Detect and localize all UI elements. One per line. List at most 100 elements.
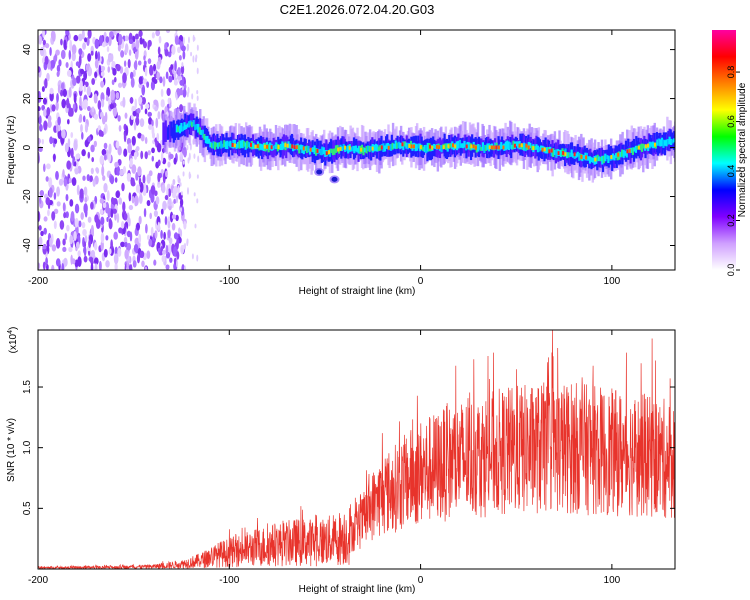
noise-cell	[164, 42, 168, 50]
noise-cell	[149, 212, 152, 220]
ridge-core	[203, 133, 206, 140]
ridge-core	[601, 155, 604, 165]
noise-cell	[161, 254, 166, 263]
noise-cell	[100, 232, 105, 244]
noise-cell	[171, 45, 176, 55]
ridge-core	[587, 156, 590, 161]
ridge-peak	[653, 142, 656, 147]
noise-cell	[58, 59, 62, 67]
noise-cell	[181, 247, 184, 253]
ridge-core	[209, 141, 212, 148]
ridge-core	[622, 149, 625, 158]
noise-cell	[64, 142, 69, 153]
noise-cell	[81, 132, 84, 140]
x-tick-label: 100	[604, 575, 621, 586]
noise-cell	[145, 223, 148, 234]
noise-cell	[123, 60, 127, 67]
noise-cell	[191, 253, 194, 260]
noise-cell	[176, 259, 179, 268]
noise-cell	[45, 176, 49, 182]
ridge-core	[302, 147, 305, 155]
ridge-band	[449, 140, 452, 157]
ridge-core	[640, 143, 644, 152]
noise-cell	[90, 201, 94, 210]
ridge-peak	[316, 149, 319, 153]
noise-cell	[186, 43, 189, 52]
noise-cell	[43, 227, 47, 235]
noise-cell	[187, 36, 190, 44]
noise-cell	[81, 101, 85, 110]
noise-cell	[78, 48, 83, 56]
noise-cell	[179, 182, 182, 187]
ridge-core	[651, 141, 654, 149]
noise-cell	[70, 132, 74, 139]
noise-cell	[171, 222, 176, 231]
noise-cell	[106, 190, 110, 202]
ridge-core	[621, 149, 624, 157]
noise-cell	[66, 224, 70, 232]
noise-cell	[40, 230, 44, 237]
ridge-core	[536, 145, 540, 153]
ridge-core	[215, 142, 218, 147]
spectrogram-x-ticks: -200 -100 0 100	[28, 30, 621, 287]
ridge-core	[347, 145, 350, 154]
ridge-core	[363, 147, 367, 153]
ridge-core	[619, 151, 622, 158]
noise-cell	[50, 59, 56, 69]
noise-cell	[73, 139, 78, 151]
ridge-band	[227, 137, 230, 157]
ridge-core	[389, 144, 393, 151]
noise-cell	[150, 185, 156, 195]
ridge-core	[374, 143, 377, 152]
noise-cell	[68, 246, 73, 253]
ridge-peak	[309, 147, 312, 152]
noise-cell	[138, 177, 142, 186]
noise-cell	[81, 149, 86, 157]
noise-cell	[118, 124, 122, 132]
ridge-core	[414, 143, 417, 152]
noise-cell	[53, 153, 56, 163]
noise-cell	[167, 161, 171, 168]
noise-cell	[189, 173, 192, 179]
noise-cell	[38, 224, 42, 231]
noise-cell	[156, 142, 162, 153]
ridge-core	[298, 145, 301, 154]
noise-cell	[60, 82, 65, 91]
noise-cell	[75, 61, 80, 67]
noise-cell	[38, 211, 41, 222]
ridge-core	[311, 147, 315, 153]
noise-cell	[127, 58, 131, 69]
ridge-core	[458, 139, 462, 148]
noise-cell	[117, 115, 121, 122]
ridge-core	[607, 155, 610, 163]
noise-cell	[196, 95, 199, 102]
noise-cell	[70, 254, 73, 265]
noise-cell	[144, 67, 148, 77]
spectrogram-ridge	[162, 102, 675, 183]
x-tick-label: 0	[418, 276, 424, 287]
noise-cell	[116, 165, 121, 176]
noise-cell	[98, 35, 104, 46]
noise-cell	[140, 104, 144, 110]
noise-cell	[168, 197, 172, 207]
ridge-core	[423, 145, 426, 153]
noise-cell	[171, 201, 174, 209]
ridge-peak	[628, 148, 631, 153]
noise-cell	[173, 257, 177, 265]
noise-cell	[78, 33, 83, 42]
ridge-peak	[435, 144, 438, 149]
noise-cell	[112, 208, 117, 214]
noise-cell	[133, 243, 139, 253]
ridge-core	[590, 157, 593, 163]
noise-cell	[179, 207, 182, 212]
noise-cell	[89, 175, 93, 183]
ridge-core	[457, 140, 460, 149]
noise-cell	[39, 124, 43, 132]
ridge-core	[506, 140, 509, 150]
noise-cell	[126, 172, 132, 182]
noise-cell	[178, 227, 181, 234]
ridge-core	[281, 141, 284, 151]
noise-cell	[90, 50, 94, 56]
ridge-peak	[286, 143, 289, 148]
noise-cell	[135, 145, 140, 152]
